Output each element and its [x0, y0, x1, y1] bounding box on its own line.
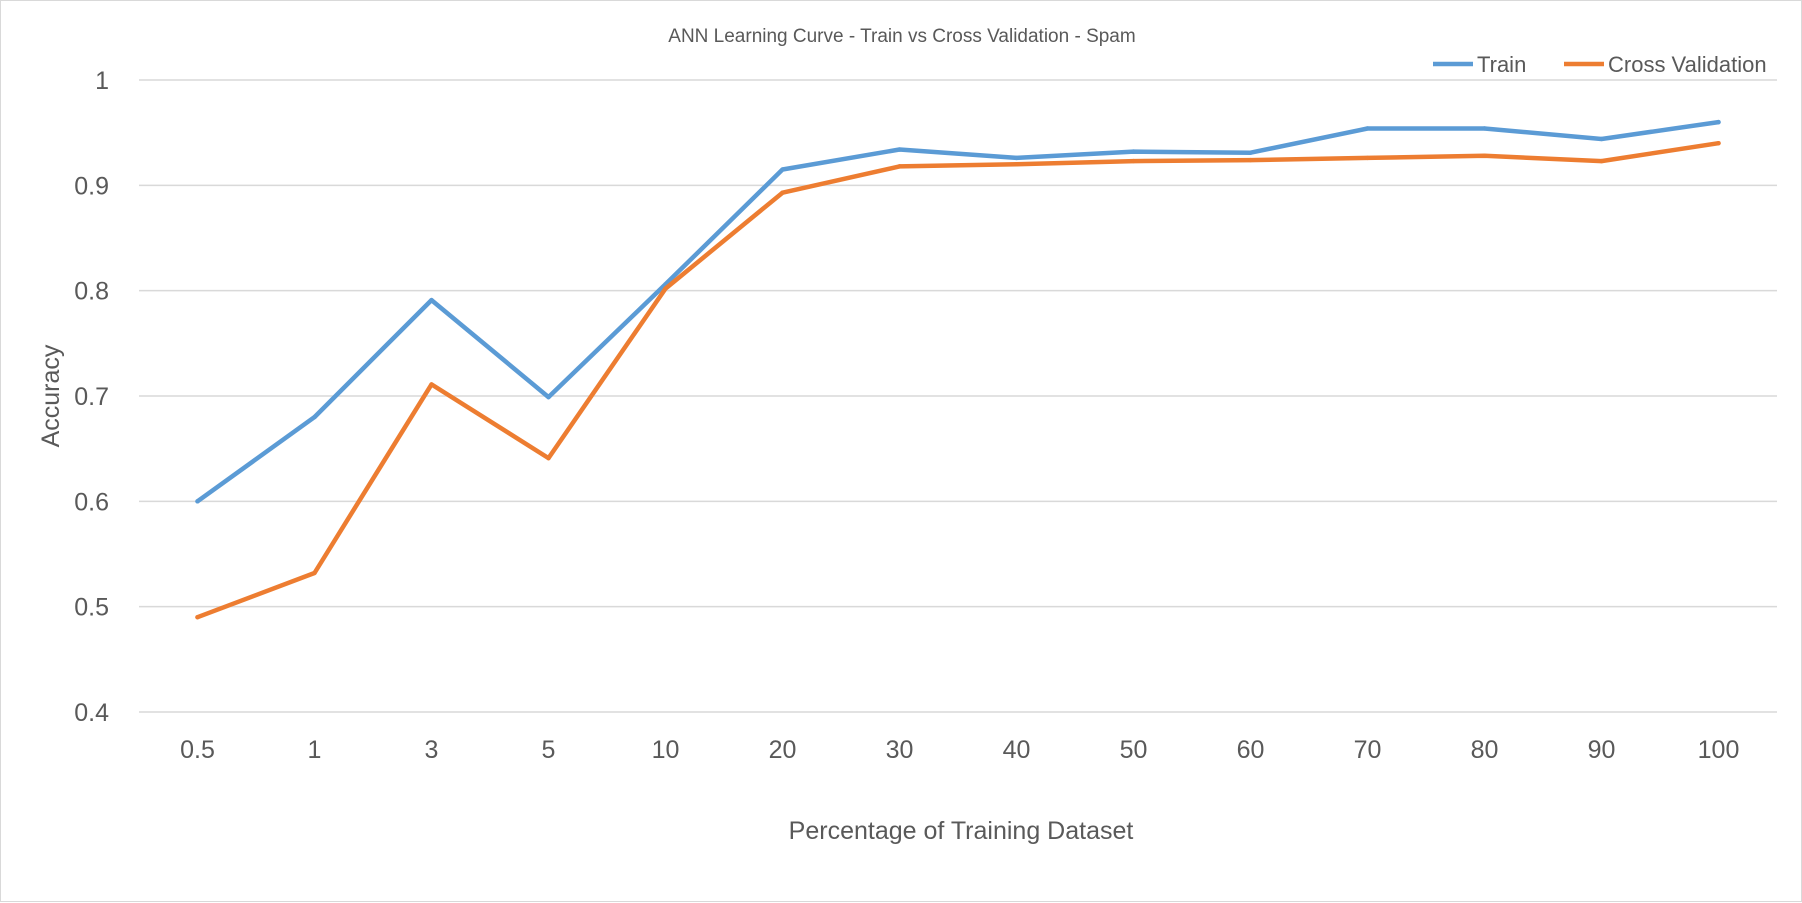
data-point — [1014, 162, 1019, 167]
data-point — [312, 570, 317, 576]
data-point — [312, 414, 317, 420]
data-point — [897, 164, 902, 169]
x-tick-label: 80 — [1471, 736, 1499, 764]
data-point — [1014, 155, 1019, 161]
x-tick-label: 10 — [652, 736, 680, 764]
data-point — [1716, 141, 1721, 146]
data-point — [663, 286, 668, 291]
x-axis-title: Percentage of Training Dataset — [789, 817, 1134, 845]
y-tick-label: 0.6 — [74, 488, 109, 516]
x-axis-ticks: 0.5 1 3 5 10 20 30 40 50 60 70 80 90 100 — [180, 736, 1739, 764]
data-point — [1365, 155, 1370, 161]
data-point — [546, 455, 551, 461]
x-tick-label: 30 — [886, 736, 914, 764]
data-point — [1131, 149, 1136, 154]
data-point — [1365, 126, 1370, 131]
y-tick-label: 0.5 — [74, 594, 109, 622]
x-tick-label: 60 — [1237, 736, 1265, 764]
x-tick-label: 100 — [1698, 736, 1740, 764]
chart-title: ANN Learning Curve - Train vs Cross Vali… — [668, 26, 1135, 47]
data-point — [897, 147, 902, 152]
series-line-train — [195, 119, 1721, 504]
data-point — [1716, 119, 1721, 125]
y-tick-label: 0.7 — [74, 383, 109, 411]
x-tick-label: 3 — [425, 736, 439, 764]
x-tick-label: 5 — [542, 736, 556, 764]
x-tick-label: 20 — [769, 736, 797, 764]
legend-label: Train — [1477, 52, 1526, 77]
legend-item: Cross Validation — [1564, 52, 1767, 77]
data-point — [429, 297, 434, 303]
y-tick-label: 0.8 — [74, 278, 109, 306]
data-point — [195, 615, 200, 620]
data-point — [1248, 157, 1253, 163]
y-tick-label: 0.9 — [74, 172, 109, 200]
y-axis-ticks: 0.4 0.5 0.6 0.7 0.8 0.9 1 — [74, 67, 109, 727]
y-tick-label: 1 — [95, 67, 109, 95]
x-tick-label: 0.5 — [180, 736, 215, 764]
x-tick-label: 1 — [308, 736, 322, 764]
legend-item: Train — [1433, 52, 1526, 77]
data-point — [195, 499, 200, 504]
data-point — [780, 167, 785, 172]
data-point — [1599, 136, 1604, 142]
data-point — [546, 394, 551, 400]
data-point — [1482, 126, 1487, 131]
data-point — [1599, 158, 1604, 164]
x-tick-label: 70 — [1354, 736, 1382, 764]
y-axis-title: Accuracy — [37, 344, 65, 447]
data-point — [1248, 150, 1253, 155]
data-point — [1131, 158, 1136, 164]
gridlines — [139, 79, 1777, 713]
x-tick-label: 40 — [1003, 736, 1031, 764]
series-line-cross-validation — [195, 140, 1721, 620]
legend: Train Cross Validation — [1433, 52, 1767, 77]
legend-label: Cross Validation — [1608, 52, 1767, 77]
x-tick-label: 90 — [1588, 736, 1616, 764]
data-point — [1482, 153, 1487, 159]
data-point — [780, 190, 785, 195]
data-point — [429, 382, 434, 387]
x-tick-label: 50 — [1120, 736, 1148, 764]
series-lines — [195, 119, 1721, 620]
y-tick-label: 0.4 — [74, 699, 109, 727]
